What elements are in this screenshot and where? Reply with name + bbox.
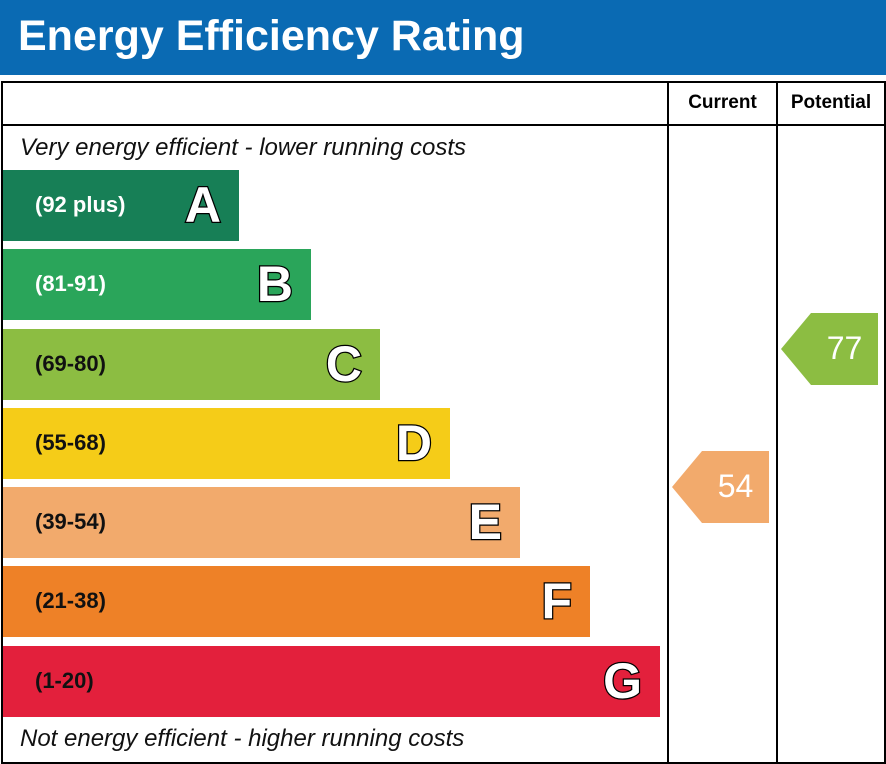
band-a: (92 plus) A [3,170,239,241]
column-header-potential: Potential [790,92,872,113]
band-range: (21-38) [35,588,106,613]
band-range: (81-91) [35,271,106,296]
band-letter: D [395,414,434,473]
band-letter: F [540,572,573,631]
band-d: (55-68) D [3,408,450,479]
band-b: (81-91) B [3,249,311,320]
band-letter: E [467,493,503,552]
bottom-caption: Not energy efficient - higher running co… [20,725,465,752]
header-divider [1,124,884,126]
band-letter: A [184,176,223,235]
band-c: (69-80) C [3,329,380,400]
header-bar: Energy Efficiency Rating [0,0,886,75]
top-caption: Very energy efficient - lower running co… [20,134,466,161]
band-e: (39-54) E [3,487,520,558]
potential-arrow-shape [781,313,878,385]
page-title: Energy Efficiency Rating [18,12,525,60]
band-range: (92 plus) [35,192,126,217]
current-rating-arrow: 54 [672,451,769,523]
band-range: (55-68) [35,430,106,455]
band-letter: B [256,255,295,314]
band-range: (39-54) [35,509,106,534]
band-letter: G [602,652,643,711]
column-divider [776,81,778,764]
current-arrow-shape [672,451,769,523]
band-range: (1-20) [35,668,94,693]
potential-rating-arrow: 77 [781,313,878,385]
band-f: (21-38) F [3,566,590,637]
column-header-current: Current [688,92,757,113]
band-letter: C [325,335,364,394]
band-range: (69-80) [35,351,106,376]
column-divider [667,81,669,764]
band-g: (1-20) G [3,646,660,717]
rating-table [1,81,886,764]
current-rating-value: 54 [717,468,754,504]
potential-rating-value: 77 [826,330,863,366]
